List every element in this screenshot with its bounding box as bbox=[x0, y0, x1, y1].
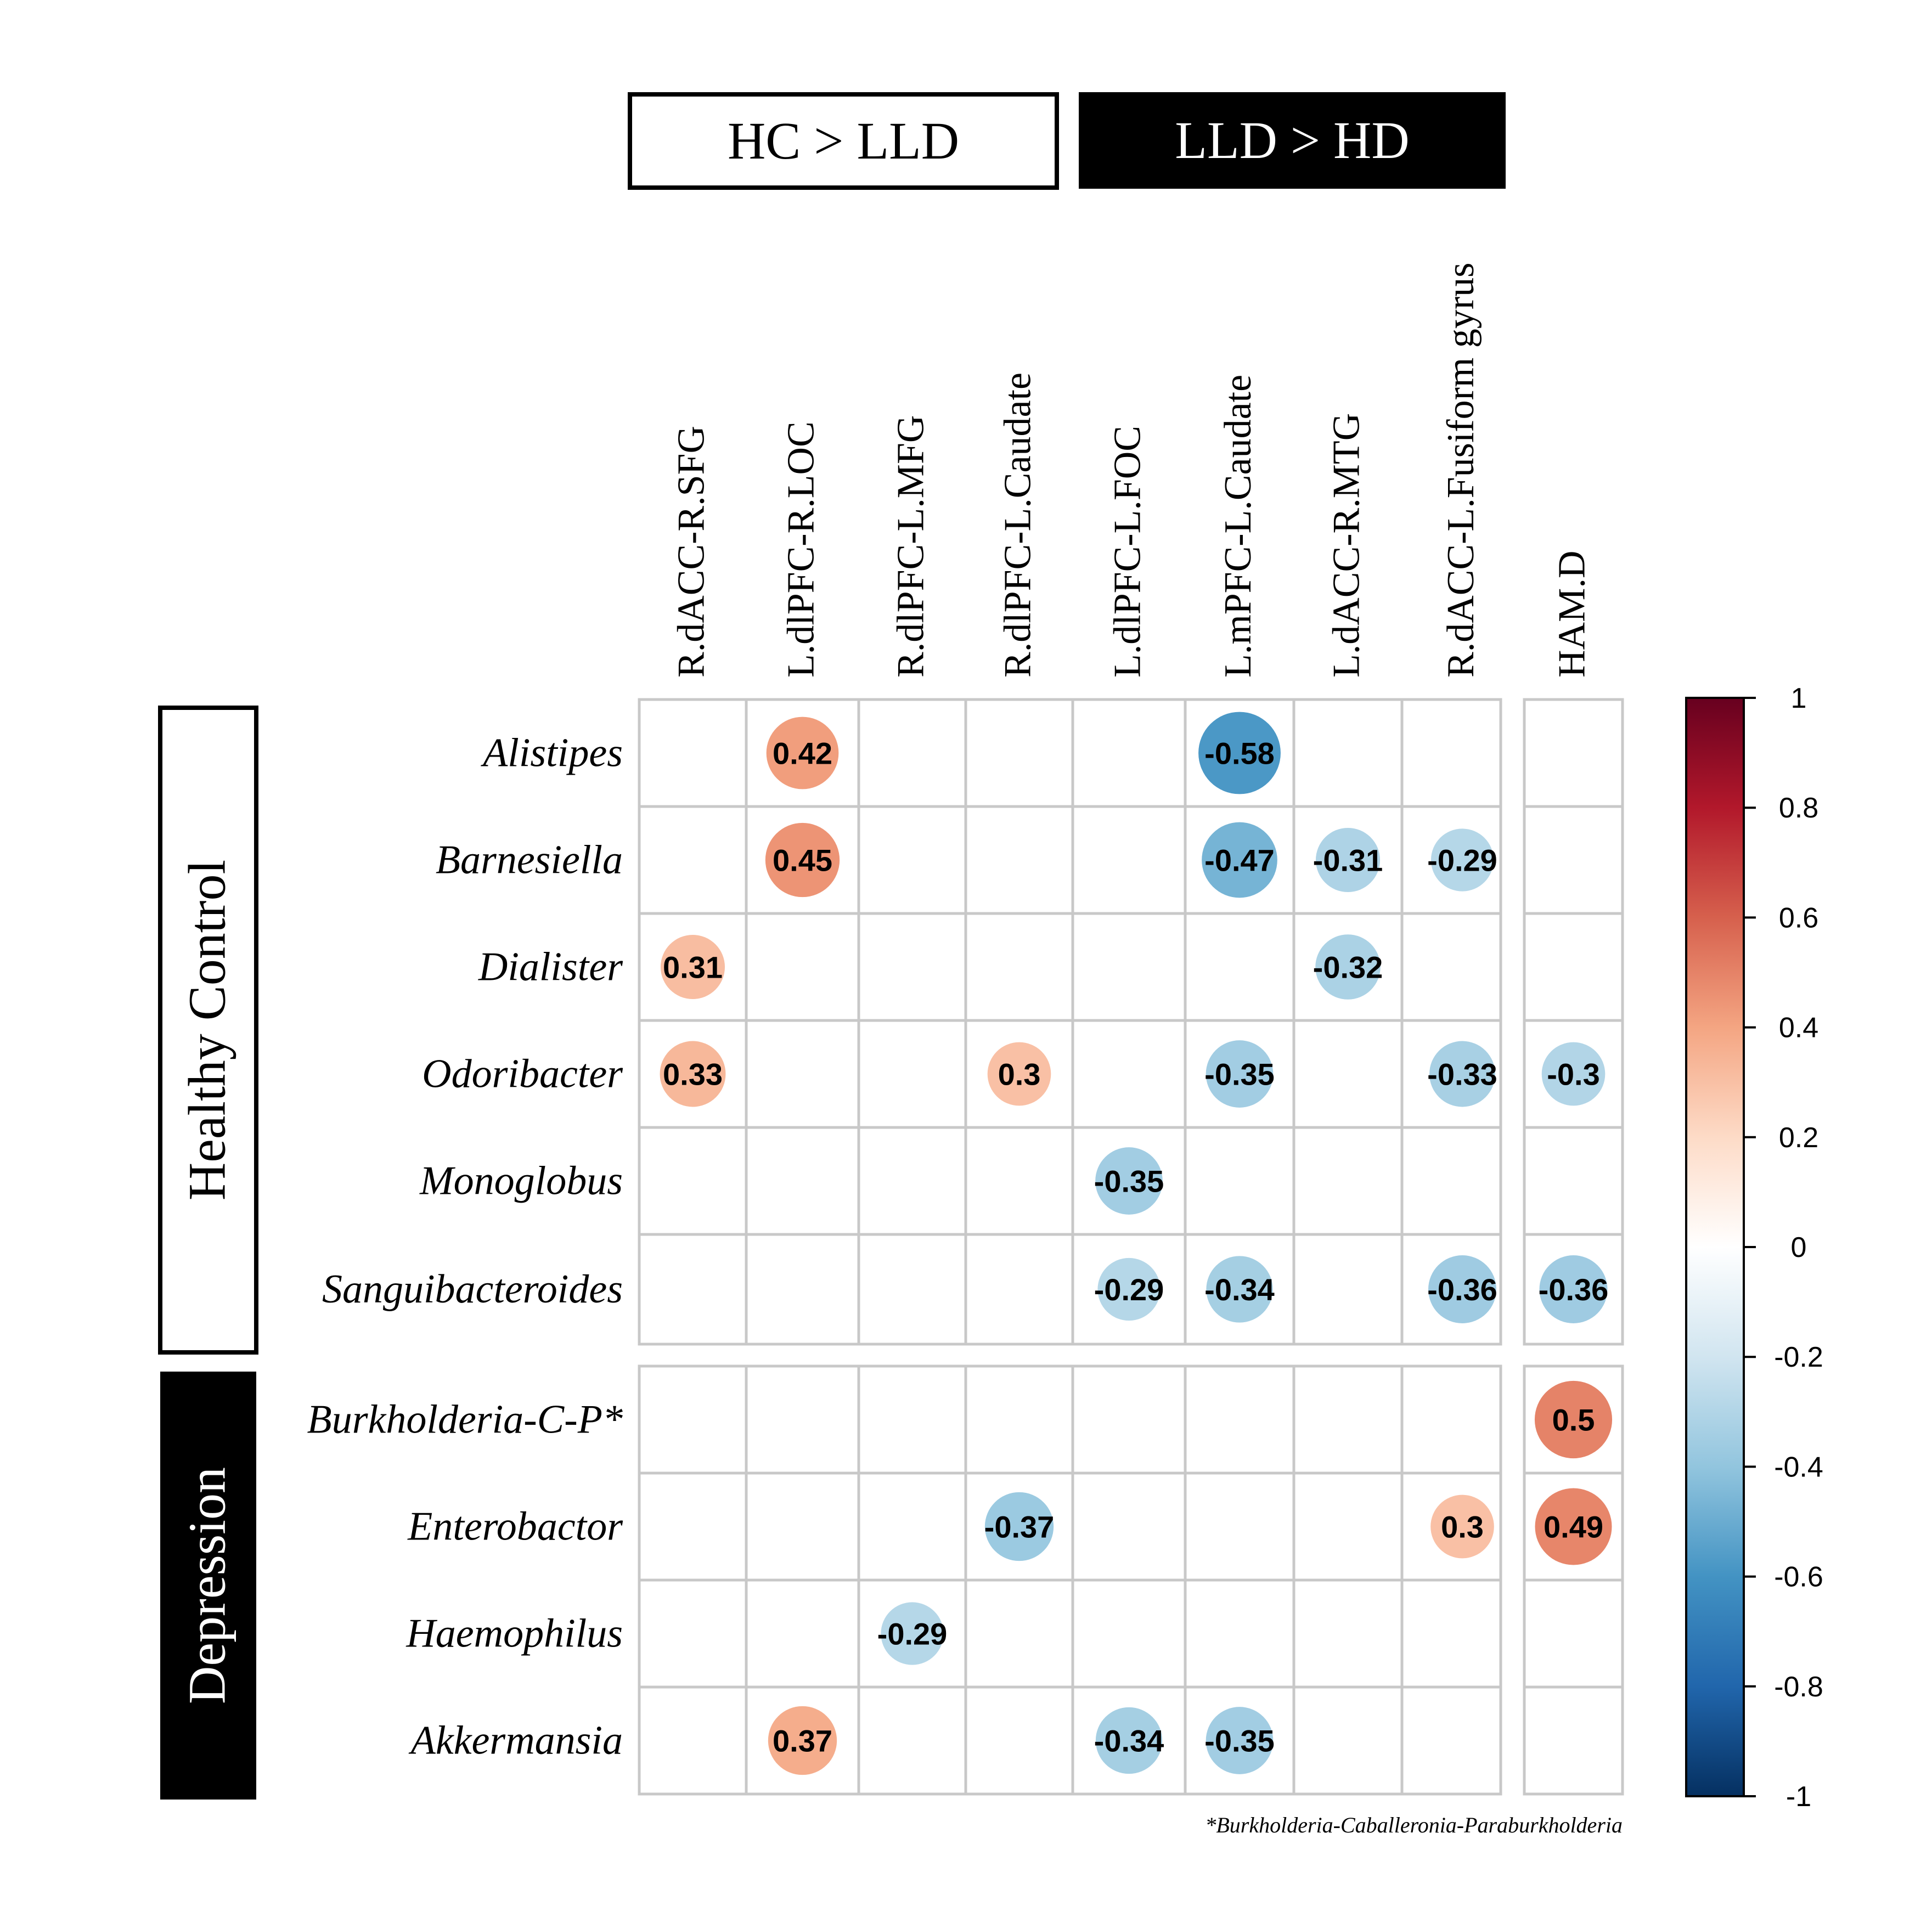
correlation-value: -0.3 bbox=[1547, 1057, 1600, 1092]
colorbar-tick-label: -0.6 bbox=[1774, 1561, 1823, 1593]
column-label: R.dlPFC-L.MFG bbox=[890, 415, 932, 678]
correlation-value: 0.45 bbox=[773, 843, 832, 878]
correlation-value: 0.42 bbox=[773, 736, 832, 771]
colorbar-tick-label: 0.8 bbox=[1779, 792, 1818, 824]
correlation-circle bbox=[1206, 1256, 1273, 1323]
correlation-circle bbox=[984, 1492, 1054, 1561]
correlation-circle bbox=[987, 1042, 1051, 1106]
row-label: Barnesiella bbox=[436, 838, 623, 883]
circle-layer: 0.42 -0.58 0.45 -0.47 -0.31 -0.29 0.31 -0.32 0.3… bbox=[660, 712, 1613, 1775]
column-label: L.mPFC-L.Caudate bbox=[1217, 375, 1259, 678]
correlation-value: -0.33 bbox=[1427, 1057, 1497, 1092]
colorbar-legend: 1 0.8 0.6 0.4 0.2 0 -0.2 -0.4 -0.6 -0.8 -1 bbox=[1685, 683, 1823, 1813]
row-group-label: Healthy Control bbox=[178, 860, 236, 1200]
correlation-value: -0.29 bbox=[1427, 843, 1497, 878]
correlation-circle bbox=[881, 1602, 944, 1665]
row-group-box bbox=[158, 706, 258, 1355]
correlation-circle bbox=[1429, 1041, 1495, 1107]
row-label: Haemophilus bbox=[405, 1611, 623, 1656]
row-label: Akkermansia bbox=[408, 1718, 623, 1763]
correlation-circle bbox=[1428, 1255, 1496, 1323]
correlation-value: -0.34 bbox=[1094, 1724, 1164, 1758]
column-label: R.dlPFC-L.Caudate bbox=[997, 373, 1039, 678]
correlation-circle bbox=[1430, 1494, 1494, 1559]
correlation-circle bbox=[1430, 828, 1494, 892]
correlation-circle bbox=[1206, 1040, 1274, 1108]
correlation-circle bbox=[1541, 1042, 1606, 1106]
correlation-value: -0.58 bbox=[1204, 736, 1275, 771]
correlation-value: -0.37 bbox=[984, 1510, 1055, 1544]
correlation-circle bbox=[1315, 827, 1381, 893]
label-layer: R.dACC-R.SFG L.dlPFC-R.LOC R.dlPFC-L.MFG R.… bbox=[158, 92, 1623, 1837]
column-label: HAM.D bbox=[1551, 551, 1593, 678]
column-label: R.dACC-L.Fusiform gyrus bbox=[1440, 263, 1482, 678]
footnote: *Burkholderia-Caballeronia-Paraburkholde… bbox=[1205, 1813, 1623, 1837]
correlation-value: -0.34 bbox=[1204, 1272, 1275, 1307]
colorbar-tick-label: 0.4 bbox=[1779, 1012, 1818, 1044]
correlation-circle bbox=[1198, 712, 1281, 794]
correlation-circle bbox=[1534, 1380, 1613, 1459]
correlation-circle bbox=[768, 1706, 837, 1775]
correlation-value: 0.33 bbox=[663, 1057, 723, 1092]
column-label: L.dACC-R.MTG bbox=[1326, 413, 1368, 678]
row-label: Enterobactor bbox=[407, 1504, 623, 1549]
correlation-value: -0.35 bbox=[1204, 1057, 1275, 1092]
row-label: Alistipes bbox=[480, 731, 623, 776]
correlation-value: 0.3 bbox=[1441, 1510, 1484, 1544]
column-group-box bbox=[628, 92, 1059, 190]
correlation-value: -0.29 bbox=[1094, 1272, 1164, 1307]
correlation-value: -0.35 bbox=[1094, 1164, 1164, 1199]
correlation-value: 0.49 bbox=[1544, 1510, 1603, 1544]
row-label: Dialister bbox=[478, 945, 623, 990]
row-label: Odoribacter bbox=[422, 1052, 623, 1097]
correlation-value: 0.5 bbox=[1552, 1403, 1595, 1437]
colorbar-tick-label: 1 bbox=[1791, 683, 1807, 714]
correlation-value: -0.36 bbox=[1427, 1272, 1497, 1307]
column-label: L.dlPFC-R.LOC bbox=[780, 421, 823, 678]
colorbar-tick-label: -1 bbox=[1786, 1781, 1811, 1813]
row-label: Monoglobus bbox=[419, 1159, 623, 1204]
row-label: Sanguibacteroides bbox=[322, 1267, 623, 1312]
correlation-value: -0.31 bbox=[1313, 843, 1383, 878]
correlation-circle bbox=[660, 1041, 726, 1107]
correlation-circle bbox=[1535, 1488, 1612, 1565]
correlation-value: -0.36 bbox=[1539, 1272, 1609, 1307]
colorbar-tick-label: -0.8 bbox=[1774, 1671, 1823, 1703]
correlation-circle bbox=[1095, 1707, 1163, 1774]
correlation-circle bbox=[1097, 1257, 1161, 1321]
column-group-box bbox=[1079, 92, 1506, 189]
colorbar-tick-label: 0.6 bbox=[1779, 902, 1818, 934]
grid-layer bbox=[638, 698, 1624, 1796]
correlation-circle bbox=[765, 822, 840, 898]
colorbar bbox=[1685, 697, 1745, 1797]
colorbar-tick-label: 0 bbox=[1791, 1232, 1807, 1264]
correlation-circle bbox=[1095, 1147, 1163, 1215]
correlation-circle bbox=[766, 717, 839, 789]
column-group-label: LLD > HD bbox=[1175, 111, 1409, 170]
correlation-value: 0.37 bbox=[773, 1724, 832, 1758]
row-group-box bbox=[160, 1372, 256, 1800]
colorbar-tick-label: 0.2 bbox=[1779, 1122, 1818, 1154]
row-group-label: Depression bbox=[178, 1467, 236, 1704]
correlation-value: -0.29 bbox=[877, 1617, 948, 1651]
row-label: Burkholderia-C-P* bbox=[307, 1397, 623, 1442]
column-group-label: HC > LLD bbox=[728, 111, 959, 170]
column-label: R.dACC-R.SFG bbox=[671, 426, 713, 678]
correlation-value: -0.47 bbox=[1204, 843, 1275, 878]
correlation-value: 0.3 bbox=[998, 1057, 1041, 1092]
correlation-value: 0.31 bbox=[663, 950, 723, 985]
colorbar-tick-label: -0.2 bbox=[1774, 1341, 1823, 1373]
correlation-value: -0.35 bbox=[1204, 1724, 1275, 1758]
correlation-circle bbox=[1202, 822, 1277, 898]
colorbar-tick-label: -0.4 bbox=[1774, 1451, 1823, 1483]
correlation-circle bbox=[1315, 934, 1381, 1000]
column-label: L.dlPFC-L.FOC bbox=[1107, 426, 1149, 678]
correlation-circle bbox=[1206, 1707, 1274, 1774]
correlation-circle bbox=[660, 934, 725, 1000]
correlation-value: -0.32 bbox=[1313, 950, 1383, 985]
correlation-circle bbox=[1539, 1255, 1608, 1323]
